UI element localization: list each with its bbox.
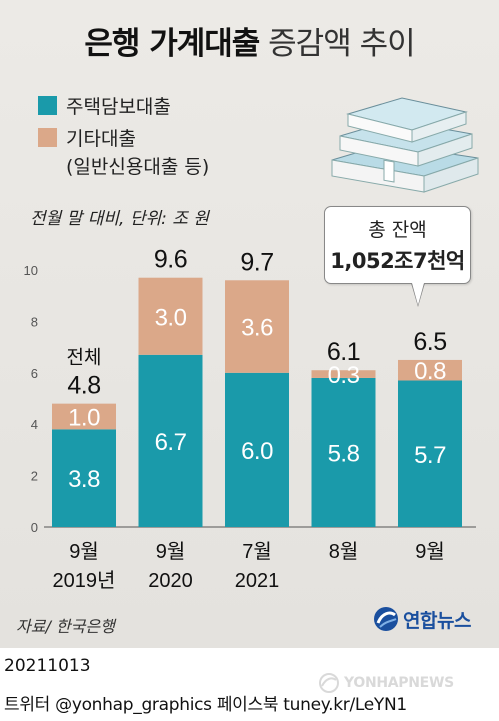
bar-segment-other: [398, 359, 462, 381]
bar-segment-mortgage: [138, 354, 203, 527]
total-value-label: 6.5: [413, 328, 446, 356]
total-value-label: 6.1: [327, 338, 360, 366]
bar-segment-other: [52, 403, 116, 430]
bar-value-label: 0.8: [414, 358, 446, 385]
legend-swatch-other: [38, 128, 57, 147]
y-tick-label: 2: [31, 469, 38, 484]
x-tick-label: 8월: [329, 540, 359, 563]
total-value-label: 4.8: [67, 372, 100, 400]
bar-value-label: 0.3: [328, 362, 360, 389]
x-tick-label: 7월: [242, 540, 272, 563]
x-tick-label-year: 2020: [148, 570, 193, 592]
legend-swatch-mortgage: [38, 96, 57, 115]
logo-text: 연합뉴스: [403, 609, 471, 632]
callout-tail: [412, 283, 424, 305]
y-tick-label: 10: [24, 263, 38, 278]
bar-value-label: 3.6: [241, 315, 273, 342]
stacked-bar-chart: 0 2 4 6 8 10 3.8 1.0 4.8 9월 2019년 6.7 3.0 9.6 9월 2020 6.…: [24, 246, 476, 592]
watermark-text: YONHAPNEWS: [344, 675, 454, 691]
bar-value-label: 3.0: [155, 304, 187, 331]
y-tick-label: 8: [31, 314, 38, 329]
callout-line2: 1,052조7천억: [330, 249, 465, 273]
x-tick-label: 9월: [415, 540, 445, 563]
bar-segment-mortgage: [311, 377, 376, 527]
bar-value-label: 6.7: [155, 429, 187, 456]
footer-credits: 트위터 @yonhap_graphics 페이스북 tuney.kr/LeYN1: [4, 695, 407, 715]
y-tick-label: 4: [31, 417, 38, 432]
legend-item-mortgage: 주택담보대출: [38, 92, 171, 119]
bar-segment-other: [138, 277, 203, 355]
y-tick-label: 6: [31, 366, 38, 381]
x-tick-label: 9월: [69, 540, 99, 563]
yonhap-globe-icon: [374, 607, 398, 631]
bar-value-label: 5.7: [414, 442, 446, 469]
unit-note: 전월 말 대비, 단위: 조 원: [30, 209, 209, 229]
legend-label-other: 기타대출: [66, 128, 136, 150]
title-light: 증감액 추이: [268, 26, 415, 62]
source-note: 자료/ 한국은행: [16, 617, 115, 636]
bar-segment-other: [225, 280, 289, 373]
legend-label-other-sub: (일반신용대출 등): [66, 156, 210, 178]
bar-segment-mortgage: [398, 380, 462, 527]
bar-segment-mortgage: [225, 372, 289, 527]
watermark-globe-icon: [319, 673, 339, 693]
x-tick-label: 9월: [156, 540, 186, 563]
bar-value-label: 6.0: [241, 438, 273, 465]
callout-line1: 총 잔액: [368, 219, 427, 241]
bar-value-label: 3.8: [68, 466, 100, 493]
bar-value-label: 1.0: [68, 404, 100, 431]
bar-value-label: 5.8: [328, 440, 360, 467]
x-tick-label-year: 2019년: [53, 569, 116, 592]
legend-item-other: 기타대출: [38, 124, 136, 151]
bar-segment-mortgage: [52, 429, 116, 527]
legend-label-mortgage: 주택담보대출: [66, 96, 171, 118]
bar-segment-other: [311, 370, 376, 378]
money-stack-icon: [331, 97, 479, 193]
infographic-card: 은행 가계대출 증감액 추이 주택담보대출 기타대출 (일반신용대출 등) 전월…: [0, 0, 499, 648]
title-bold: 은행 가계대출: [84, 26, 260, 62]
page-title: 은행 가계대출 증감액 추이: [0, 18, 499, 63]
y-tick-label: 0: [31, 520, 38, 535]
total-value-label: 9.7: [240, 248, 273, 276]
total-balance-callout: 총 잔액 1,052조7천억: [324, 206, 471, 284]
yonhap-logo: 연합뉴스: [372, 605, 471, 633]
x-tick-label-year: 2021: [235, 570, 280, 592]
total-caption-label: 전체: [67, 347, 102, 369]
total-value-label: 9.6: [154, 246, 187, 274]
footer-date: 20211013: [4, 656, 91, 676]
watermark: YONHAPNEWS: [318, 672, 454, 694]
